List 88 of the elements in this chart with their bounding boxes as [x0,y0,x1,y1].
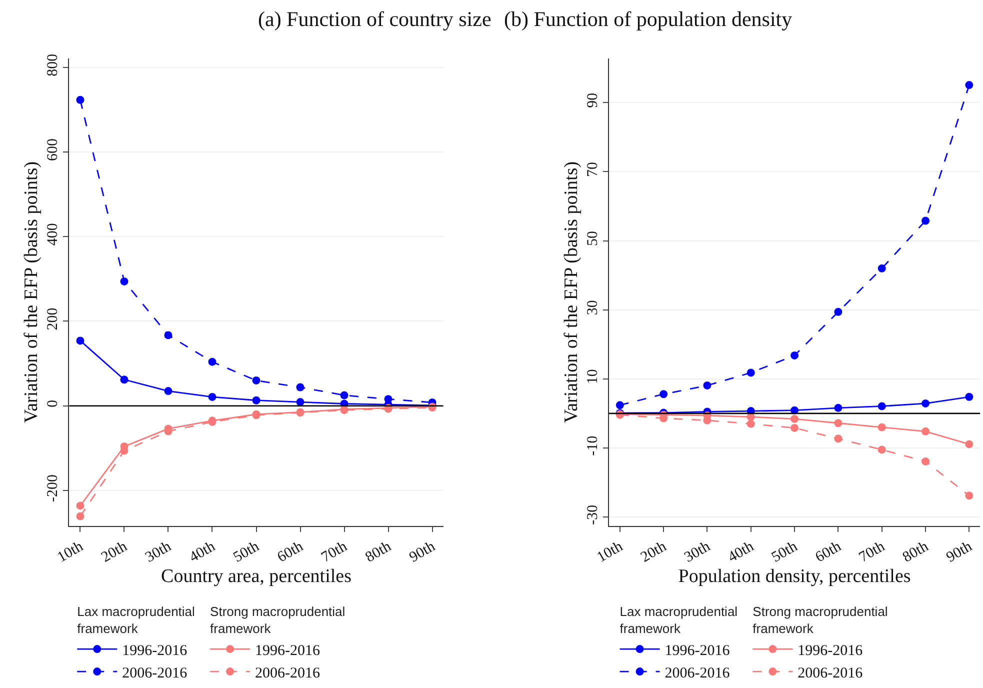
point [208,392,216,401]
legend-label: 2006-2016 [255,665,321,682]
x-tick-label: 30th [682,538,714,566]
point [965,440,974,448]
text: Lax macroprudential framework [620,604,738,636]
point [922,216,930,225]
point [164,331,172,340]
x-tick-label: 90th [406,538,438,566]
legend-label: 2006-2016 [664,665,730,682]
point [922,399,930,408]
point [790,414,799,423]
point [878,423,886,432]
point [252,396,260,404]
x-tick-label: 90th [944,538,976,566]
legend-label: 1996-2016 [664,642,730,659]
point [76,96,84,104]
point [296,398,304,406]
x-tick-label: 70th [856,538,888,566]
y-tick-label: -30 [584,504,601,525]
point [76,512,84,520]
y-axis-title: Variation of the EFP (basis points) [560,161,582,424]
x-axis-title: Population density, percentiles [678,566,911,587]
x-tick-label: 80th [900,538,932,566]
legend-label: 1996-2016 [798,642,864,659]
point [922,457,930,466]
y-tick-label: 400 [45,223,62,246]
x-tick-label: 20th [98,538,130,566]
y-tick-label: 90 [584,92,601,108]
point [834,419,842,428]
text: Strong macroprudential framework [210,604,346,636]
point [340,391,348,400]
x-tick-label: 60th [274,538,306,566]
point [296,383,304,392]
x-tick-label: 30th [142,538,174,566]
chart-title: (b) Function of population density [504,7,793,31]
x-tick-label: 40th [726,538,758,566]
point [790,424,799,432]
point [703,381,712,390]
point [965,392,974,401]
point [120,376,128,384]
y-tick-label: 800 [45,54,62,76]
text: Lax macroprudential framework [77,604,195,636]
point [120,277,128,286]
y-axis-title: Variation of the EFP (basis points) [21,161,42,424]
point [965,492,974,500]
legend-label: 2006-2016 [122,665,188,682]
point [746,420,755,428]
point [834,404,842,412]
chart-title: (a) Function of country size [258,7,492,31]
x-tick-label: 40th [186,538,218,566]
legend-label: 1996-2016 [122,642,188,659]
point [878,446,886,454]
y-tick-label: 200 [45,308,62,330]
x-tick-label: 20th [638,538,670,566]
point [878,264,886,272]
x-tick-label: 10th [594,538,626,566]
x-axis-title: Country area, percentiles [161,566,352,587]
y-tick-label: 0 [45,400,62,408]
y-tick-label: 10 [584,369,601,384]
y-tick-label: 50 [584,231,601,246]
legend-label: 2006-2016 [798,665,864,682]
y-tick-label: -10 [584,436,601,456]
point [965,81,974,90]
point [252,376,260,384]
y-tick-label: 70 [584,162,601,177]
legend-label: 1996-2016 [255,642,321,659]
x-tick-label: 50th [769,538,801,566]
y-tick-label: 30 [584,300,601,316]
point [208,358,216,366]
y-tick-label: 600 [45,138,62,161]
point [164,387,172,396]
point [746,368,755,377]
point [660,390,668,398]
x-tick-label: 10th [54,538,86,566]
text: Strong macroprudential framework [752,604,888,636]
point [878,402,886,410]
point [834,308,842,316]
point [76,502,84,510]
x-tick-label: 50th [230,538,262,566]
y-tick-label: -200 [45,474,62,502]
point [922,427,930,436]
x-tick-label: 70th [318,538,350,566]
x-tick-label: 60th [812,538,844,566]
point [616,401,624,410]
point [790,351,799,360]
point [834,434,842,443]
point [76,336,84,345]
x-tick-label: 80th [362,538,394,566]
